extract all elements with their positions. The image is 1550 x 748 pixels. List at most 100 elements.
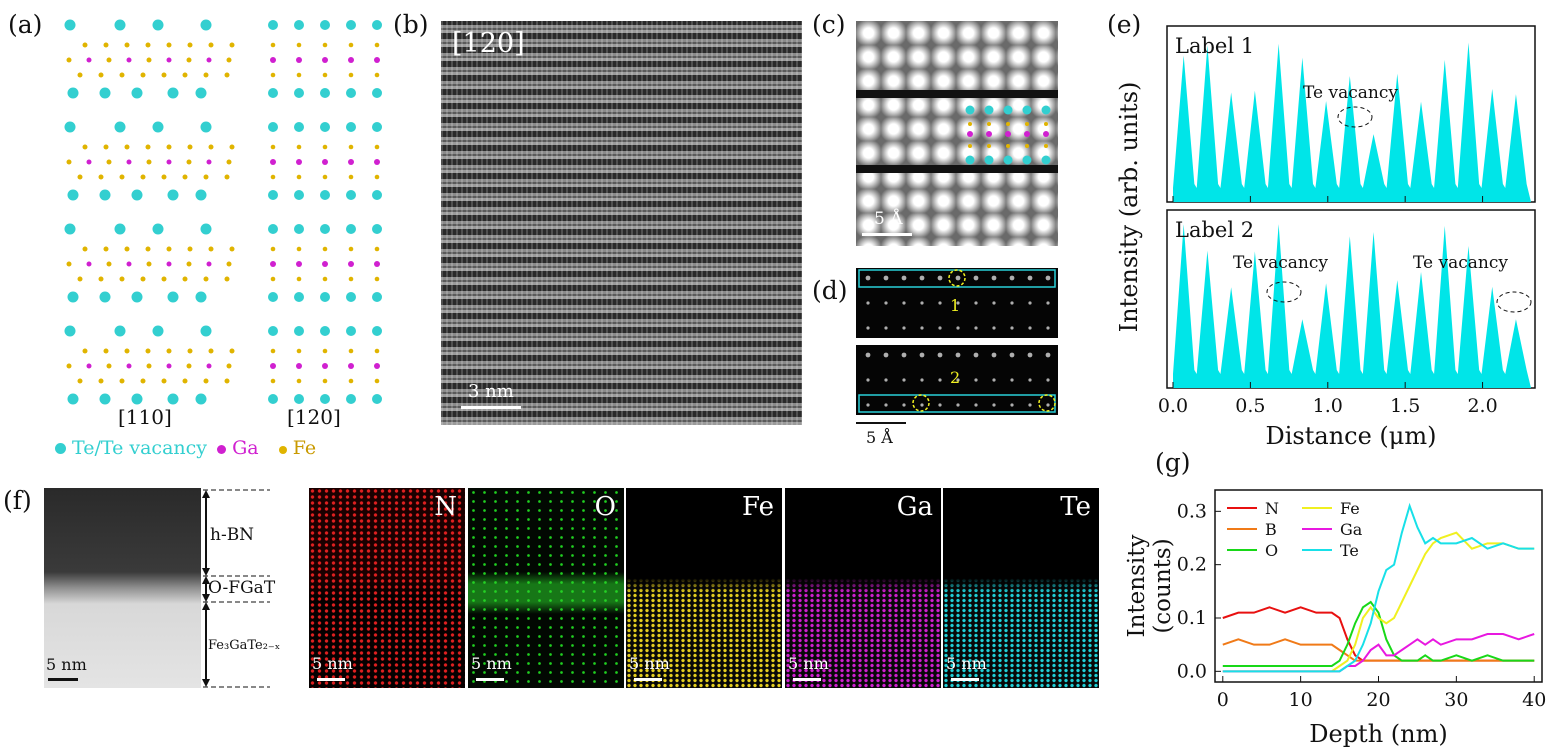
- panel-label-d: (d): [812, 276, 848, 305]
- te-atom: [67, 291, 79, 303]
- row-label-1: 1: [950, 296, 961, 315]
- atom-spot: [865, 352, 871, 358]
- caption-120: [120]: [287, 405, 341, 429]
- fe-atom: [187, 42, 193, 48]
- fe-atom: [296, 72, 302, 78]
- fe-atom: [77, 276, 83, 282]
- fe-atom: [270, 378, 276, 384]
- fe-atom: [270, 348, 276, 354]
- fe-atom: [146, 57, 152, 63]
- te-atom: [67, 87, 79, 99]
- legend-ga-label: Ga: [232, 437, 259, 459]
- te-atom: [320, 122, 330, 132]
- ga-atom: [296, 159, 302, 165]
- haadf-image-f: [44, 488, 201, 688]
- atom-spot: [938, 403, 942, 407]
- te-atom: [200, 325, 212, 337]
- fe-atom: [161, 174, 167, 180]
- vacancy-marker: [1038, 394, 1056, 412]
- atom-spot: [992, 326, 996, 330]
- fe-atom: [968, 122, 972, 126]
- arrow-head: [202, 576, 210, 584]
- te-atom: [372, 20, 382, 30]
- ga-atom: [86, 57, 92, 63]
- fe-atom: [186, 57, 192, 63]
- scalebar-label: 5 nm: [629, 654, 670, 673]
- fe-atom: [98, 174, 104, 180]
- atom-spot: [884, 326, 888, 330]
- fe-atom: [322, 348, 328, 354]
- fe-atom: [374, 174, 380, 180]
- atom-spot: [974, 326, 978, 330]
- stem-image-b: [441, 21, 802, 425]
- row-label-2: 2: [950, 368, 961, 387]
- atom-row-overlays-d: [858, 269, 1056, 413]
- te-atom: [346, 20, 356, 30]
- fe-atom: [66, 261, 72, 267]
- fe-atom-icon: [278, 446, 287, 454]
- te-atom: [1003, 155, 1013, 165]
- atom-spot: [866, 378, 870, 382]
- te-atom: [64, 19, 76, 31]
- te-atom: [372, 326, 382, 336]
- ga-atom: [374, 363, 380, 369]
- te-atom: [320, 224, 330, 234]
- panel-label-f: (f): [3, 486, 32, 515]
- fe-atom: [229, 246, 235, 252]
- ga-atom: [322, 159, 328, 165]
- te-atom: [320, 190, 330, 200]
- te-atom: [965, 155, 975, 165]
- ga-atom: [967, 131, 973, 137]
- ga-atom: [126, 159, 132, 165]
- te-atom: [152, 325, 164, 337]
- fe-atom: [270, 72, 276, 78]
- te-atom: [1003, 105, 1013, 115]
- series-line-te: [1222, 502, 1535, 673]
- fe-atom: [166, 144, 172, 150]
- scalebar-f: [48, 678, 78, 681]
- profile-label-1: Label 1: [1175, 34, 1254, 58]
- te-atom: [99, 189, 111, 201]
- fe-atom: [1044, 144, 1048, 148]
- scalebar-b: [461, 406, 521, 409]
- atom-spot: [938, 378, 942, 382]
- te-atom: [1022, 155, 1032, 165]
- fe-atom: [182, 72, 188, 78]
- atom-spot: [1010, 403, 1014, 407]
- fe-atom: [182, 276, 188, 282]
- atom-spot: [992, 403, 996, 407]
- fe-atom: [270, 42, 276, 48]
- overlay-atoms-c: [965, 105, 1051, 165]
- te-atom: [268, 292, 278, 302]
- intensity-profile-fill: [1173, 224, 1531, 388]
- x-tick-label: 1.5: [1390, 395, 1420, 417]
- fe-atom: [82, 348, 88, 354]
- fe-atom: [98, 276, 104, 282]
- ga-atom: [86, 363, 92, 369]
- vacancy-ellipse: [1337, 106, 1373, 128]
- te-atom: [167, 393, 179, 405]
- te-atom: [195, 393, 207, 405]
- fe-atom: [77, 378, 83, 384]
- te-atom: [131, 291, 143, 303]
- intensity-profile-fill: [1173, 42, 1531, 202]
- ga-atom: [986, 131, 992, 137]
- scalebar: [951, 678, 979, 681]
- fe-atom: [186, 159, 192, 165]
- fe-atom: [1025, 144, 1029, 148]
- scalebar-label-d: 5 Å: [866, 428, 893, 447]
- ga-atom: [322, 57, 328, 63]
- te-atom: [294, 394, 304, 404]
- te-atom: [346, 190, 356, 200]
- fe-atom: [208, 348, 214, 354]
- x-tick-label: 0: [1217, 689, 1229, 711]
- profile-label-2: Label 2: [1175, 218, 1254, 242]
- legend-label-b: B: [1265, 520, 1277, 539]
- atom-spot: [1027, 275, 1033, 281]
- fe-atom: [182, 378, 188, 384]
- y-axis-label: Intensity: [1124, 535, 1150, 638]
- fe-atom: [322, 246, 328, 252]
- vacancy-ellipse: [1496, 291, 1532, 313]
- fe-atom: [124, 348, 130, 354]
- fe-atom: [987, 144, 991, 148]
